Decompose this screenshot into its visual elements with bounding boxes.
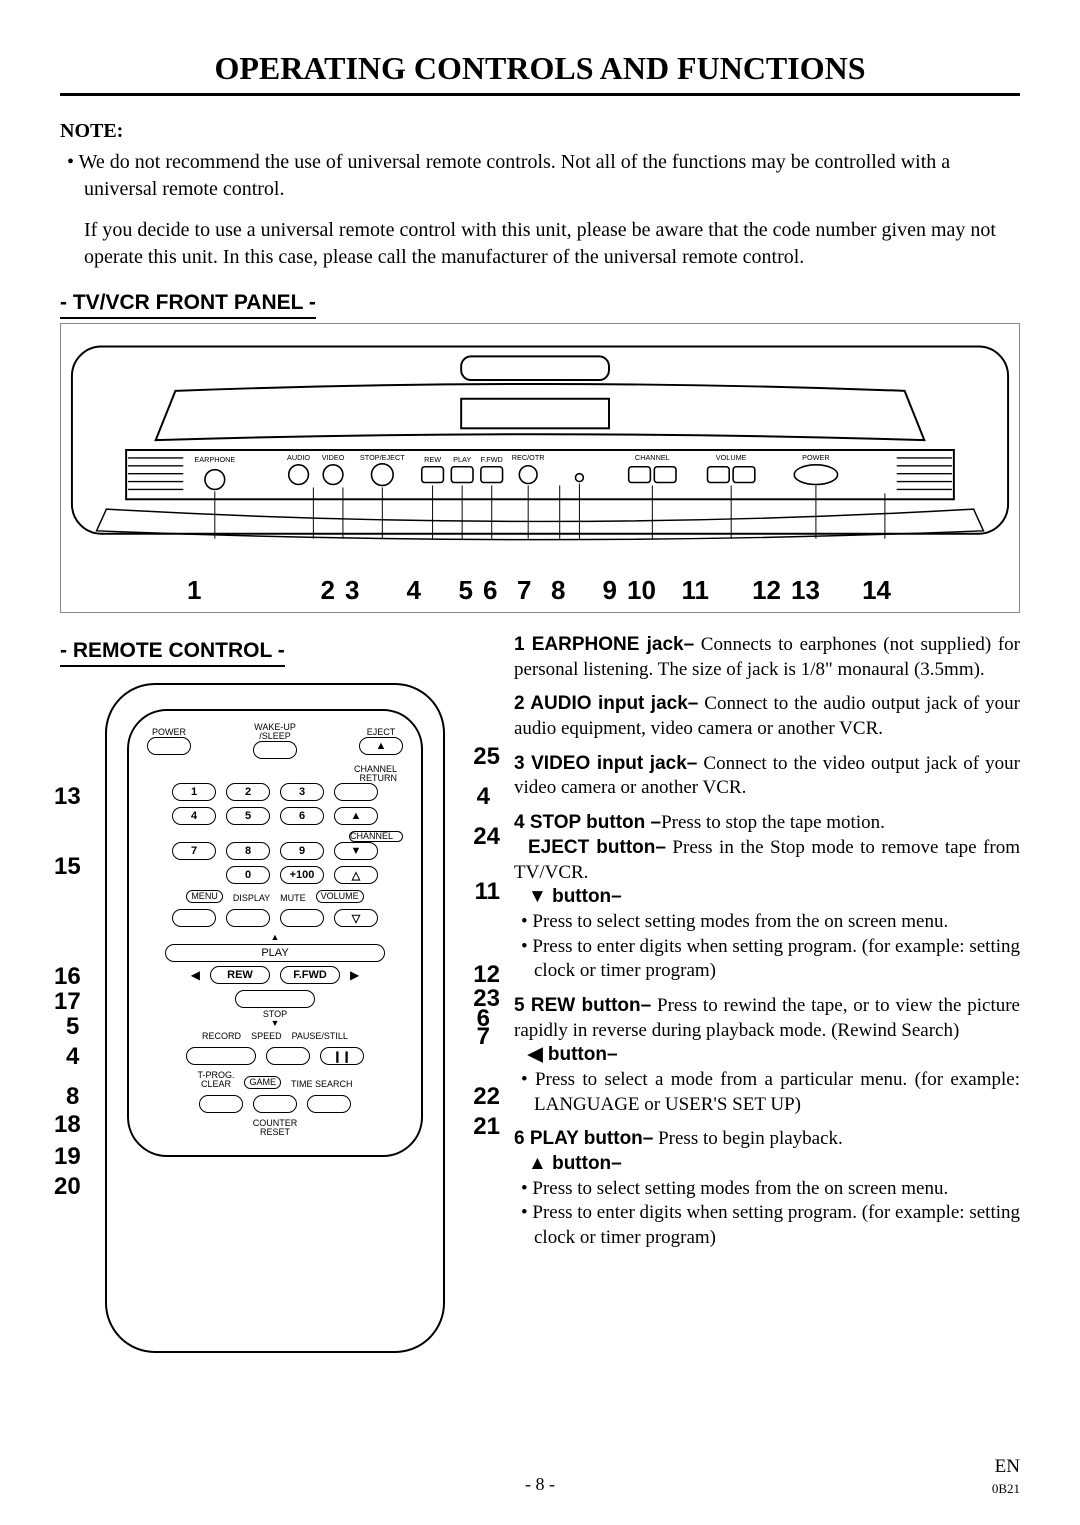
eject-button[interactable]: ▲ (359, 737, 403, 755)
svg-text:PLAY: PLAY (453, 454, 471, 463)
front-panel-drawing: EARPHONE AUDIO VIDEO STOP/EJECT REW PLAY… (67, 324, 1013, 575)
callout-13: 13 (54, 783, 81, 811)
callout-21: 21 (473, 1113, 500, 1141)
callout-7: 7 (477, 1023, 490, 1051)
callout-15: 15 (54, 853, 81, 881)
callout-22: 22 (473, 1083, 500, 1111)
remote-figure: POWER WAKE-UP /SLEEP EJECT▲ CHANNEL RETU… (105, 683, 445, 1353)
page-ref: EN0B21 (992, 1457, 1020, 1499)
wake-button[interactable] (253, 741, 297, 759)
ch-return-button[interactable] (334, 783, 378, 801)
digit-7-button[interactable]: 7 (172, 842, 216, 860)
timesearch-button[interactable] (307, 1095, 351, 1113)
remote-column: - REMOTE CONTROL - 13 15 16 17 5 4 8 18 … (60, 633, 490, 1353)
digit-4-button[interactable]: 4 (172, 807, 216, 825)
power-button[interactable] (147, 737, 191, 755)
svg-text:EARPHONE: EARPHONE (194, 454, 235, 463)
play-button[interactable]: PLAY (165, 944, 385, 962)
svg-text:REC/OTR: REC/OTR (512, 452, 545, 461)
desc-4-label: 4 STOP button – (514, 812, 661, 833)
digit-8-button[interactable]: 8 (226, 842, 270, 860)
svg-text:POWER: POWER (802, 452, 830, 461)
desc-6-label: 6 PLAY button– (514, 1128, 653, 1149)
desc-4b-label: EJECT button– (514, 837, 666, 858)
game-button[interactable] (253, 1095, 297, 1113)
callout-5: 5 (66, 1013, 79, 1041)
callout-19: 19 (54, 1143, 81, 1171)
desc-3-label: 3 VIDEO input jack– (514, 753, 697, 774)
display-button[interactable] (226, 909, 270, 927)
page-title: OPERATING CONTROLS AND FUNCTIONS (60, 50, 1020, 96)
note-p2: If you decide to use a universal remote … (60, 217, 1020, 271)
vol-down-button[interactable]: ▽ (334, 909, 378, 927)
callout-4: 4 (66, 1043, 79, 1071)
stop-button[interactable] (235, 990, 315, 1008)
callout-20: 20 (54, 1173, 81, 1201)
desc-2-label: 2 AUDIO input jack– (514, 693, 698, 714)
svg-text:STOP/EJECT: STOP/EJECT (360, 452, 405, 461)
callout-16: 16 (54, 963, 81, 991)
digit-100-button[interactable]: +100 (280, 866, 324, 884)
rew-button[interactable]: REW (210, 966, 270, 984)
desc-5-label: 5 REW button– (514, 995, 651, 1016)
svg-text:CHANNEL: CHANNEL (635, 452, 670, 461)
desc-6b-label: ▲ button– (514, 1153, 622, 1174)
callout-17: 17 (54, 988, 81, 1016)
svg-text:VIDEO: VIDEO (322, 452, 345, 461)
tprog-button[interactable] (199, 1095, 243, 1113)
note-section: NOTE: We do not recommend the use of uni… (60, 120, 1020, 271)
digit-0-button[interactable]: 0 (226, 866, 270, 884)
ch-up-button[interactable]: ▲ (334, 807, 378, 825)
digit-5-button[interactable]: 5 (226, 807, 270, 825)
mute-button[interactable] (280, 909, 324, 927)
page-number: - 8 - (0, 1474, 1080, 1495)
ch-down-button[interactable]: ▼ (334, 842, 378, 860)
desc-5b-label: ◀ button– (514, 1044, 618, 1065)
desc-4c-label: ▼ button– (514, 886, 622, 907)
note-p1: We do not recommend the use of universal… (60, 149, 1020, 203)
record-button[interactable] (186, 1047, 256, 1065)
callout-11: 11 (475, 878, 500, 906)
digit-2-button[interactable]: 2 (226, 783, 270, 801)
callout-24: 24 (473, 823, 500, 851)
front-panel-heading: - TV/VCR FRONT PANEL - (60, 291, 316, 319)
speed-button[interactable] (266, 1047, 310, 1065)
callout-25: 25 (473, 743, 500, 771)
menu-button[interactable] (172, 909, 216, 927)
descriptions: 1 EARPHONE jack– Connects to earphones (… (514, 633, 1020, 1353)
svg-text:VOLUME: VOLUME (716, 452, 747, 461)
front-panel-svg: EARPHONE AUDIO VIDEO STOP/EJECT REW PLAY… (67, 340, 1013, 560)
digit-6-button[interactable]: 6 (280, 807, 324, 825)
callout-4r: 4 (477, 783, 490, 811)
front-panel-figure: EARPHONE AUDIO VIDEO STOP/EJECT REW PLAY… (60, 323, 1020, 613)
svg-text:REW: REW (424, 454, 441, 463)
callout-18: 18 (54, 1111, 81, 1139)
desc-1-label: 1 EARPHONE jack– (514, 634, 694, 655)
pause-button[interactable]: ❙❙ (320, 1047, 364, 1065)
bullet-icon (67, 151, 79, 173)
callout-8: 8 (66, 1083, 79, 1111)
remote-heading: - REMOTE CONTROL - (60, 639, 285, 667)
digit-3-button[interactable]: 3 (280, 783, 324, 801)
digit-9-button[interactable]: 9 (280, 842, 324, 860)
svg-text:F.FWD: F.FWD (481, 454, 503, 463)
front-panel-callouts: 1 2 3 4 5 6 7 8 9 10 11 12 13 14 (67, 575, 1013, 606)
ffwd-button[interactable]: F.FWD (280, 966, 340, 984)
digit-1-button[interactable]: 1 (172, 783, 216, 801)
vol-up-button[interactable]: △ (334, 866, 378, 884)
note-label: NOTE: (60, 120, 1020, 143)
svg-text:AUDIO: AUDIO (287, 452, 310, 461)
